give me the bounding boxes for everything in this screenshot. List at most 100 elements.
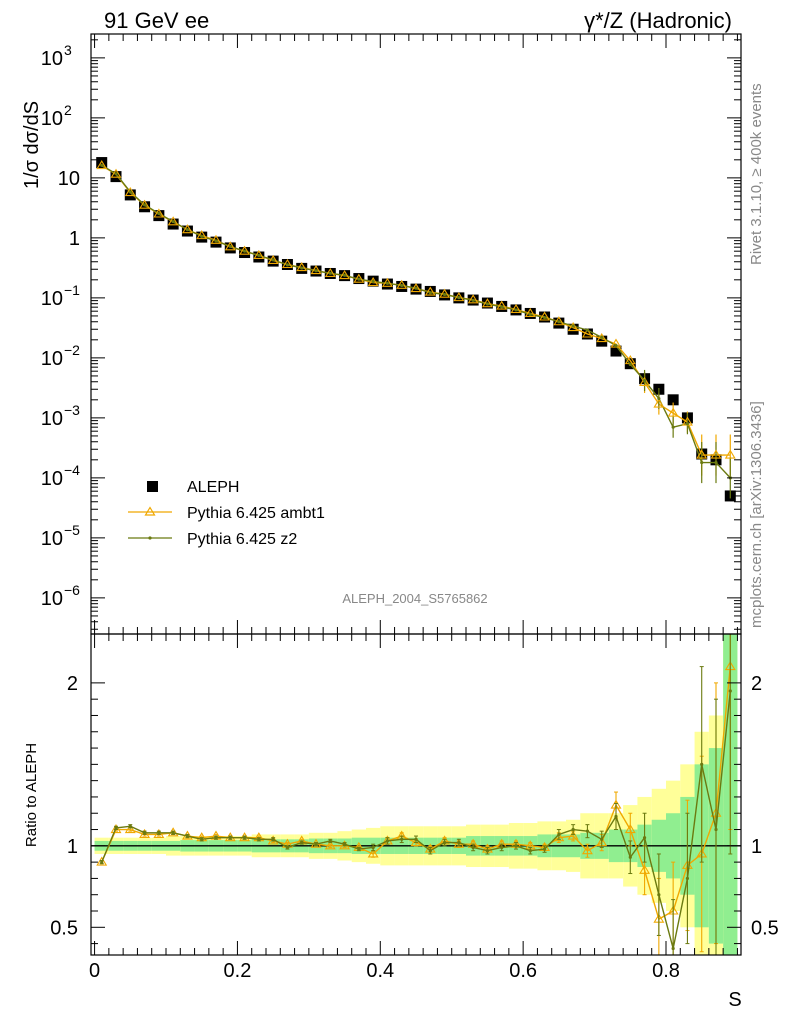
z2-point <box>400 283 404 288</box>
z2-ratio-point <box>171 831 175 835</box>
z2-ratio-point <box>100 860 104 864</box>
ambt1-ratio-point <box>139 828 151 838</box>
ambt1-point <box>210 234 222 244</box>
z2-ratio-point <box>442 840 447 845</box>
legend-marker-z2 <box>148 536 152 540</box>
ratio-y-tick-label: 1 <box>67 836 78 858</box>
z2-point <box>428 291 432 295</box>
ambt1-ratio-point <box>239 832 251 842</box>
x-tick-label: 0.2 <box>224 960 252 982</box>
z2-ratio-point <box>228 836 232 840</box>
z2-ratio-point <box>300 840 304 845</box>
y-tick-label: 10 <box>41 348 63 370</box>
z2-ratio-point <box>728 689 732 693</box>
z2-ratio-point <box>185 834 190 838</box>
ambt1-point <box>281 258 293 269</box>
ambt1-ratio-point <box>110 823 122 834</box>
ratio-y-tick-label: 0.5 <box>50 917 78 939</box>
z2-point <box>157 211 161 216</box>
z2-ratio-point <box>214 836 218 840</box>
ambt1-point <box>396 279 408 289</box>
legend-marker-ambt1 <box>144 506 156 516</box>
z2-ratio-point <box>542 847 547 851</box>
ambt1-point <box>253 249 265 259</box>
z2-point <box>228 244 232 249</box>
y-tick-exponent: −4 <box>64 462 80 478</box>
z2-point <box>271 258 275 262</box>
legend-label-z2: Pythia 6.425 z2 <box>187 531 297 548</box>
z2-point <box>114 172 118 176</box>
y-tick-exponent: −6 <box>64 582 80 598</box>
z2-point <box>214 239 218 243</box>
aleph-point <box>96 157 108 169</box>
ambt1-point <box>96 160 108 170</box>
ambt1-ratio-point <box>167 827 179 837</box>
ambt1-point <box>453 292 465 302</box>
y-tick-label: 10 <box>41 468 63 490</box>
ambt1-point <box>239 245 251 255</box>
z2-point <box>300 266 304 270</box>
legend-label-ambt1: Pythia 6.425 ambt1 <box>187 505 325 522</box>
z2-ratio-point <box>357 847 361 851</box>
z2-ratio-point <box>400 837 404 841</box>
z2-point <box>200 234 204 238</box>
z2-ratio-point <box>600 837 604 841</box>
aleph-point <box>124 189 136 201</box>
analysis-watermark: ALEPH_2004_S5765862 <box>342 591 487 606</box>
y-tick-exponent: −5 <box>64 522 80 538</box>
z2-ratio-point <box>657 893 661 897</box>
z2-point <box>557 320 561 324</box>
z2-ratio-point <box>571 827 575 832</box>
z2-ratio-point <box>557 832 561 837</box>
z2-ratio-point <box>428 849 432 853</box>
aleph-point <box>167 218 179 230</box>
x-tick-label: 0 <box>89 960 100 982</box>
ambt1-point <box>310 265 322 275</box>
legend: ALEPH Pythia 6.425 ambt1 Pythia 6.425 z2 <box>128 479 325 548</box>
y-tick-label: 10 <box>41 108 63 130</box>
ambt1-point <box>181 224 193 234</box>
y-tick-exponent: 2 <box>64 102 72 118</box>
main-ylabel: 1/σ dσ/dS <box>21 101 43 189</box>
ambt1-point <box>353 273 365 283</box>
ambt1-ratio-point <box>639 864 651 874</box>
z2-ratio-point <box>257 837 261 841</box>
ambt1-point <box>696 449 708 459</box>
main-plot-series <box>96 157 736 502</box>
ambt1-ratio-point <box>624 823 636 834</box>
z2-ratio-point <box>628 855 632 859</box>
z2-point <box>700 460 704 465</box>
y-tick-label: 10 <box>41 288 63 310</box>
z2-ratio-point <box>500 845 504 850</box>
ambt1-line <box>101 165 731 456</box>
aleph-point <box>667 394 679 406</box>
z2-ratio-point <box>242 836 247 840</box>
z2-point <box>542 315 547 320</box>
ambt1-point <box>653 398 665 408</box>
z2-point <box>357 277 361 281</box>
z2-ratio-point <box>714 827 718 832</box>
ambt1-point <box>524 307 536 318</box>
z2-point <box>485 302 490 306</box>
z2-ratio-point <box>385 839 390 843</box>
z2-ratio-point <box>485 849 490 853</box>
ambt1-ratio-point <box>367 848 379 858</box>
ambt1-point <box>153 208 165 218</box>
z2-ratio-point <box>342 842 347 846</box>
ambt1-ratio-point <box>567 830 579 840</box>
z2-point <box>685 422 690 426</box>
y-tick-label: 10 <box>41 408 63 430</box>
ambt1-point <box>167 216 179 226</box>
z2-ratio-point <box>671 946 675 951</box>
ambt1-point <box>410 282 422 293</box>
ambt1-ratio-point <box>224 832 236 842</box>
x-tick-label: 0.8 <box>652 960 680 982</box>
z2-ratio-point <box>114 826 118 830</box>
z2-ratio-point <box>142 831 147 835</box>
z2-point <box>628 362 632 366</box>
aleph-point <box>610 345 622 357</box>
ambt1-point <box>196 230 208 240</box>
ambt1-point <box>567 321 579 332</box>
z2-point <box>457 296 461 300</box>
